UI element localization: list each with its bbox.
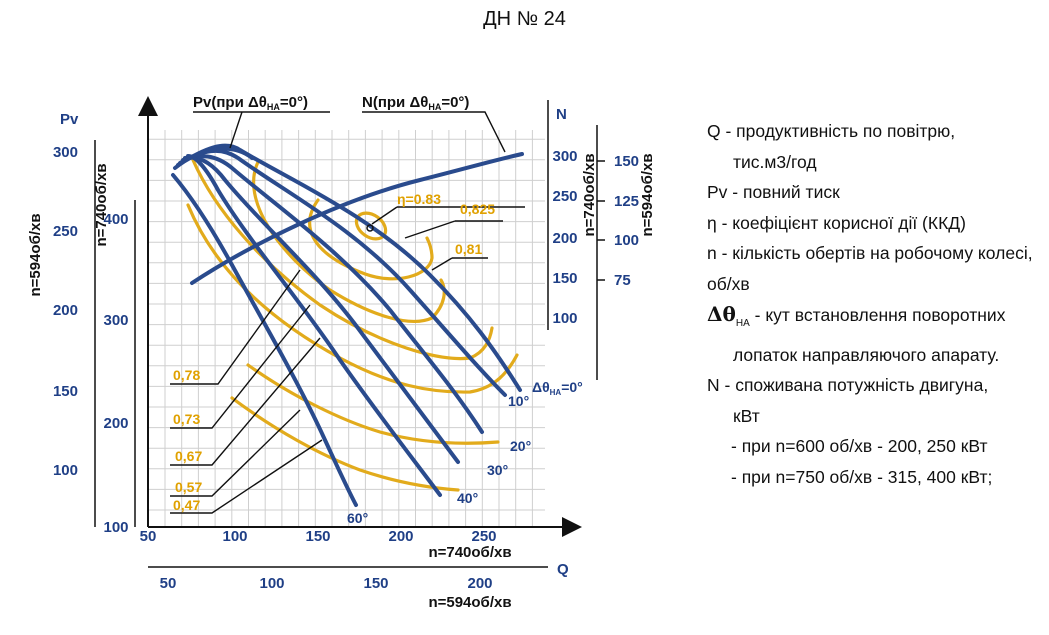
pv-axis-name: Pv	[60, 111, 79, 128]
pv594-tick: 150	[53, 383, 78, 400]
n594-tick: 100	[614, 232, 639, 249]
n-axis-name: N	[556, 106, 567, 123]
n594-axis-label: n=594об/хв	[639, 153, 656, 236]
pv594-axis-label: n=594об/хв	[27, 213, 44, 296]
chart: 50 100 150 200 250 n=740об/хв 50 100 150…	[27, 94, 656, 611]
x740-tick: 250	[471, 528, 496, 545]
pressure-curve-30deg	[183, 155, 460, 464]
efficiency-contour-067	[246, 363, 500, 445]
angle-label-40deg: 40°	[457, 490, 478, 506]
power-curve	[190, 152, 524, 285]
pv594-tick: 200	[53, 302, 78, 319]
pressure-curve-20deg	[181, 154, 484, 434]
pv594-tick: 100	[53, 462, 78, 479]
x594-tick: 100	[259, 575, 284, 592]
x740-axis-label: n=740об/хв	[428, 544, 511, 561]
pv-curve-annotation: Pv(при ΔθНА=0°)	[193, 94, 308, 112]
angle-label-60deg: 60°	[347, 510, 368, 526]
n740-tick: 250	[552, 188, 577, 205]
pressure-curves	[171, 143, 524, 507]
efficiency-label: 0,81	[455, 241, 482, 257]
efficiency-label: 0,78	[173, 367, 200, 383]
legend-line: тис.м3/год	[733, 151, 817, 172]
x594-tick: 200	[467, 575, 492, 592]
angle-label-30deg: 30°	[487, 462, 508, 478]
n740-tick: 200	[552, 230, 577, 247]
optimum-point	[366, 224, 374, 232]
n-curve-annotation: N(при ΔθНА=0°)	[362, 94, 469, 112]
x594-tick: 50	[160, 575, 177, 592]
n740-tick: 150	[552, 270, 577, 287]
efficiency-contour-078	[191, 158, 494, 361]
legend-line: об/хв	[707, 273, 750, 294]
efficiency-label: η=0.83	[397, 191, 441, 207]
q-axis-name: Q	[557, 561, 569, 578]
n740-axis-label: n=740об/хв	[581, 153, 598, 236]
pv740-tick: 400	[103, 211, 128, 228]
n594-tick: 150	[614, 153, 639, 170]
pv740-tick: 300	[103, 312, 128, 329]
angle-label-0deg: ΔθНА=0°	[532, 379, 583, 397]
pv740-tick: 200	[103, 415, 128, 432]
legend: Q - продуктивність по повітрю, тис.м3/го…	[707, 116, 1047, 492]
pressure-curve-10deg	[178, 148, 507, 397]
pressure-curve-40deg	[186, 154, 442, 497]
angle-label-20deg: 20°	[510, 438, 531, 454]
delta-theta-symbol: ΔθНА	[707, 302, 750, 329]
n740-tick: 300	[552, 148, 577, 165]
pressure-curve-0deg	[176, 143, 522, 392]
x740-tick: 100	[222, 528, 247, 545]
efficiency-label: 0,73	[173, 411, 200, 427]
legend-line: Pv - повний тиск	[707, 182, 840, 202]
x594-axis-label: n=594об/хв	[428, 594, 511, 611]
legend-line: N - споживана потужність двигуна,	[707, 375, 989, 395]
n740-tick: 100	[552, 310, 577, 327]
chart-title: ДН № 24	[483, 8, 566, 30]
n594-tick: 125	[614, 193, 639, 210]
efficiency-label: 0,67	[175, 448, 202, 464]
pv-peak-curve	[173, 146, 254, 170]
efficiency-contour-073	[186, 203, 519, 394]
legend-line: - при n=600 об/хв - 200, 250 кВт	[731, 436, 988, 456]
n594-tick: 75	[614, 272, 631, 289]
efficiency-label: 0,57	[175, 479, 202, 495]
efficiency-contours	[186, 158, 519, 492]
pv740-tick: 100	[103, 519, 128, 536]
x740-tick: 200	[388, 528, 413, 545]
pv740-axis-label: n=740об/хв	[93, 163, 110, 246]
legend-line-delta: ΔθНА - кут встановлення поворотних	[707, 302, 1006, 329]
pv594-tick: 300	[53, 144, 78, 161]
efficiency-contour-057	[230, 396, 460, 492]
legend-line: лопаток направляючого апарату.	[733, 344, 1000, 365]
legend-line: - при n=750 об/хв - 315, 400 кВт;	[731, 466, 993, 487]
x740-tick: 50	[140, 528, 157, 545]
efficiency-label: 0,825	[460, 201, 495, 217]
x594-tick: 150	[363, 575, 388, 592]
pressure-curve-60deg	[171, 173, 358, 507]
leader-lines	[170, 111, 525, 514]
pv594-tick: 250	[53, 223, 78, 240]
legend-line: n - кількість обертів на робочому колесі…	[707, 243, 1033, 263]
legend-line: кВт	[733, 405, 760, 426]
x740-tick: 150	[305, 528, 330, 545]
angle-label-10deg: 10°	[508, 393, 529, 409]
legend-line: Q - продуктивність по повітрю,	[707, 121, 956, 141]
legend-line: η - коефіцієнт корисної дії (ККД)	[707, 212, 966, 233]
efficiency-label: 0,47	[173, 497, 200, 513]
efficiency-contour-081	[252, 160, 446, 323]
